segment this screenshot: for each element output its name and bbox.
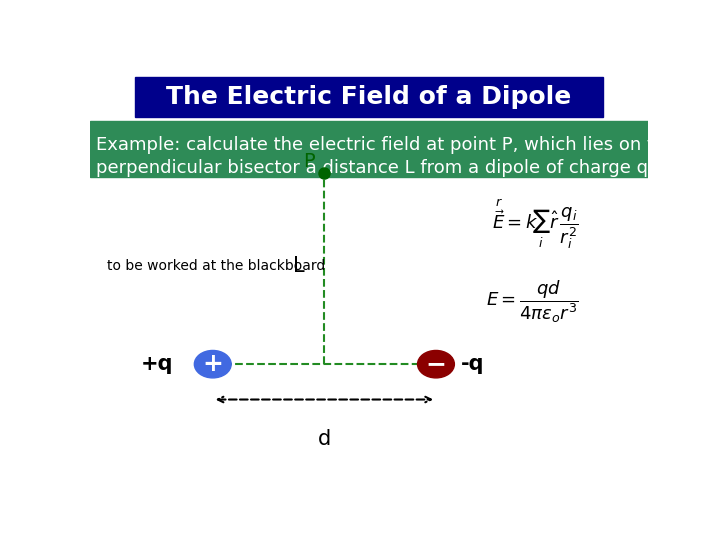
Text: L: L bbox=[293, 256, 305, 276]
Text: -q: -q bbox=[461, 354, 484, 374]
Circle shape bbox=[418, 350, 454, 378]
Text: to be worked at the blackboard: to be worked at the blackboard bbox=[107, 259, 325, 273]
Text: −: − bbox=[426, 352, 446, 376]
Text: $E = \dfrac{qd}{4\pi\varepsilon_o r^3}$: $E = \dfrac{qd}{4\pi\varepsilon_o r^3}$ bbox=[486, 279, 579, 325]
Text: The Electric Field of a Dipole: The Electric Field of a Dipole bbox=[166, 85, 572, 109]
Text: Example: calculate the electric field at point P, which lies on the: Example: calculate the electric field at… bbox=[96, 136, 676, 154]
Text: $\overset{r}{\vec{E}}=k\!\sum_{i}\hat{r}\,\dfrac{q_i}{r_i^2}$: $\overset{r}{\vec{E}}=k\!\sum_{i}\hat{r}… bbox=[492, 198, 578, 252]
Text: +q: +q bbox=[140, 354, 174, 374]
FancyBboxPatch shape bbox=[90, 121, 648, 177]
Text: perpendicular bisector a distance L from a dipole of charge q.: perpendicular bisector a distance L from… bbox=[96, 159, 653, 177]
FancyBboxPatch shape bbox=[135, 77, 603, 117]
Text: +: + bbox=[202, 352, 223, 376]
Circle shape bbox=[194, 350, 231, 378]
Text: P: P bbox=[302, 152, 315, 171]
Text: d: d bbox=[318, 429, 331, 449]
